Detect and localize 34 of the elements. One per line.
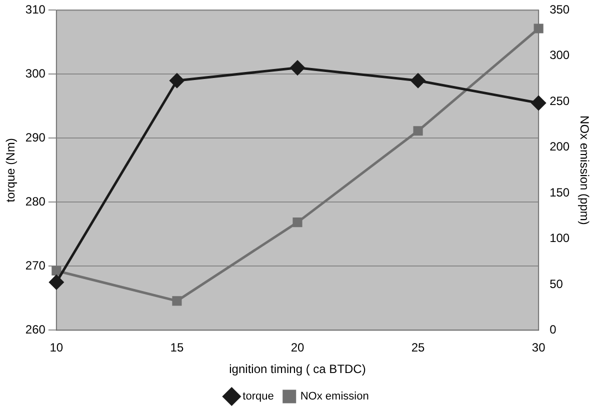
- x-tick-label: 25: [411, 340, 426, 355]
- x-tick-label: 20: [290, 340, 304, 355]
- y2-tick-label: 300: [550, 48, 570, 62]
- y-tick-label: 300: [25, 66, 46, 81]
- x-tick-label: 15: [170, 340, 184, 355]
- point: [531, 96, 546, 110]
- point: [292, 218, 302, 228]
- point: [410, 73, 426, 88]
- point: [49, 274, 64, 290]
- y-tick-label: 290: [25, 130, 46, 145]
- y-axis-title: torque (Nm): [4, 138, 18, 202]
- y2-tick-label: 150: [550, 185, 570, 200]
- x-tick-label: 30: [532, 340, 546, 355]
- point: [172, 296, 182, 306]
- x-axis-title: ignition timing ( ca BTDC): [229, 362, 366, 376]
- y2-tick-label: 50: [550, 276, 564, 291]
- y2-axis-title: NOx emission (ppm): [577, 116, 592, 225]
- y2-tick-label: 250: [550, 94, 570, 108]
- point: [52, 266, 62, 276]
- point: [413, 126, 423, 136]
- y-tick-label: 280: [25, 194, 46, 209]
- point: [534, 24, 544, 34]
- point: [290, 60, 305, 76]
- y2-tick-label: 350: [550, 2, 570, 17]
- y-tick-label: 310: [25, 2, 46, 17]
- y2-tick-label: 200: [550, 140, 570, 154]
- legend-label: NOx emission: [300, 390, 369, 403]
- y2-tick-label: 100: [550, 231, 570, 246]
- y-tick-label: 270: [25, 258, 46, 273]
- point: [170, 73, 184, 88]
- y2-tick-label: 0: [550, 322, 557, 337]
- x-tick-label: 10: [50, 340, 64, 355]
- legend-label: torque: [242, 390, 274, 403]
- y-tick-label: 260: [25, 322, 46, 337]
